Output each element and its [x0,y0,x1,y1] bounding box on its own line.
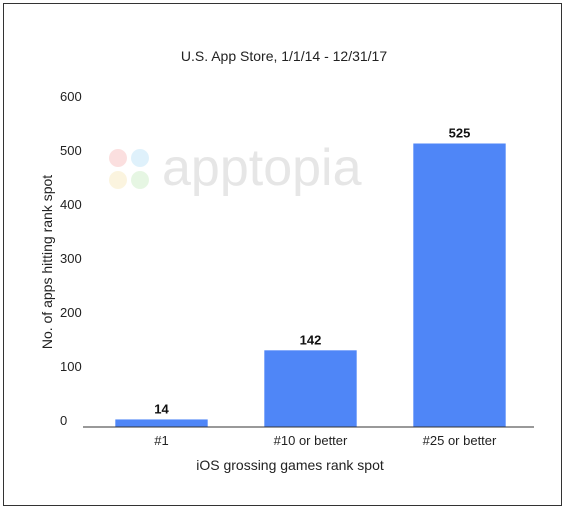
y-tick-label: 500 [60,143,82,158]
x-tick-label: #1 [154,433,168,448]
bar [115,419,208,427]
x-axis-label: iOS grossing games rank spot [196,457,384,473]
chart-title: U.S. App Store, 1/1/14 - 12/31/17 [181,48,387,64]
bar-data-labels: 14 142 525 [154,126,470,417]
bar-data-label: 525 [449,126,471,141]
bar [413,143,506,427]
apptopia-watermark: apptopia [109,139,362,197]
y-tick-label: 300 [60,251,82,266]
x-axis-categories: #1 #10 or better #25 or better [154,433,497,448]
bar-data-label: 14 [154,401,169,416]
bar-data-label: 142 [300,332,322,347]
x-tick-label: #10 or better [274,433,348,448]
y-axis-ticks: 0 100 200 300 400 500 600 [60,89,82,428]
bars [115,143,506,427]
y-tick-label: 200 [60,305,82,320]
x-tick-label: #25 or better [423,433,497,448]
bar [264,350,357,427]
watermark-text: apptopia [162,139,362,197]
y-axis-label: No. of apps hitting rank spot [39,175,55,349]
y-tick-label: 100 [60,359,82,374]
apptopia-logo-icon [109,149,149,189]
y-tick-label: 600 [60,89,82,104]
y-tick-label: 400 [60,197,82,212]
y-tick-label: 0 [60,413,67,428]
